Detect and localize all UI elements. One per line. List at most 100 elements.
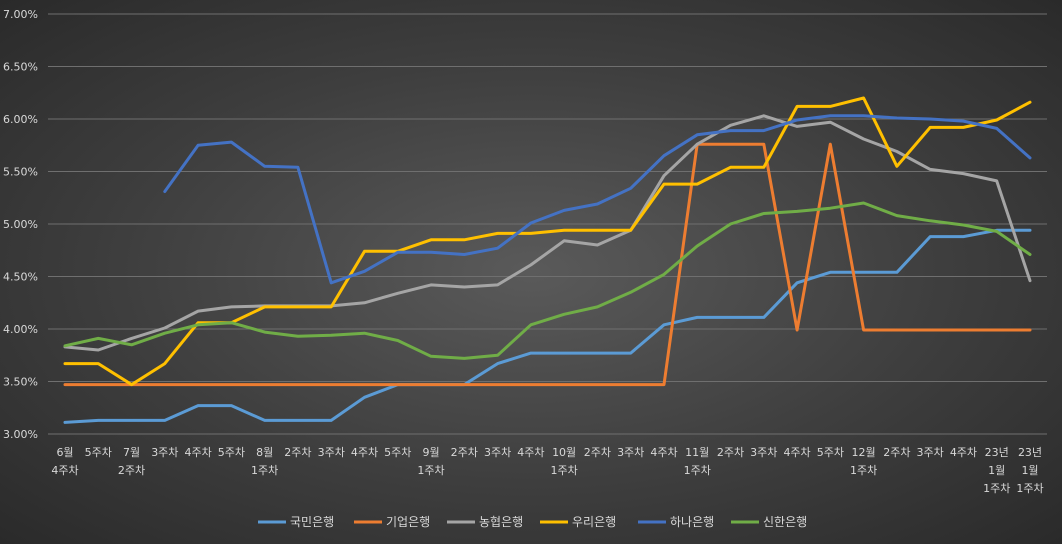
x-tick-label-line: 1주차	[1016, 482, 1043, 495]
gridlines	[48, 13, 1047, 435]
x-tick-label-line: 7월	[123, 446, 140, 459]
x-tick-label: 4주차	[184, 446, 211, 459]
x-tick-label: 3주차	[318, 446, 345, 459]
legend-item: 기업은행	[354, 514, 430, 529]
x-tick-label-line: 3주차	[151, 446, 178, 459]
x-tick-label-line: 23년	[1018, 446, 1042, 459]
x-tick-label-line: 9월	[422, 446, 439, 459]
x-tick-label: 4주차	[351, 446, 378, 459]
x-tick-label-line: 4주차	[51, 464, 78, 477]
y-tick-label: 6.50%	[3, 61, 38, 74]
series-line-농협은행	[63, 114, 1032, 352]
x-tick-label: 3주차	[484, 446, 511, 459]
x-tick-label-line: 2주차	[883, 446, 910, 459]
x-tick-label-line: 5주차	[817, 446, 844, 459]
x-tick-label-line: 8월	[256, 446, 273, 459]
x-tick-label-line: 2주차	[451, 446, 478, 459]
x-tick-label-line: 5주차	[384, 446, 411, 459]
x-tick-label-line: 5주차	[85, 446, 112, 459]
x-tick-label: 3주차	[917, 446, 944, 459]
x-tick-label-line: 1월	[988, 464, 1005, 477]
series-line-기업은행	[63, 142, 1032, 387]
y-axis-tick-labels: 3.00% 3.50% 4.00% 4.50% 5.00% 5.50% 6.00% 6.50%…	[3, 8, 38, 441]
x-tick-label: 2주차	[451, 446, 478, 459]
legend-item: 하나은행	[638, 514, 714, 529]
x-tick-label-line: 1주차	[251, 464, 278, 477]
x-tick-label: 23년 1월 1주차	[983, 446, 1010, 495]
y-tick-label: 5.50%	[3, 166, 38, 179]
series-line-하나은행	[163, 114, 1032, 285]
x-tick-label: 5주차	[817, 446, 844, 459]
x-tick-label-line: 3주차	[318, 446, 345, 459]
x-tick-label-line: 1주차	[684, 464, 711, 477]
x-tick-label-line: 3주차	[617, 446, 644, 459]
x-tick-label: 5주차	[384, 446, 411, 459]
x-tick-label: 4주차	[783, 446, 810, 459]
legend-label: 기업은행	[386, 514, 430, 529]
x-tick-label-line: 12월	[852, 446, 876, 459]
series-line-우리은행	[63, 96, 1032, 387]
x-tick-label-line: 3주차	[917, 446, 944, 459]
x-tick-label: 4주차	[650, 446, 677, 459]
legend-item: 국민은행	[258, 514, 334, 529]
x-tick-label-line: 4주차	[517, 446, 544, 459]
x-tick-label-line: 4주차	[783, 446, 810, 459]
x-tick-label-line: 2주차	[118, 464, 145, 477]
x-tick-label-line: 4주차	[950, 446, 977, 459]
x-tick-label-line: 4주차	[184, 446, 211, 459]
series-line-신한은행	[63, 201, 1032, 360]
legend-item: 우리은행	[540, 514, 616, 529]
legend-label: 농협은행	[479, 514, 523, 529]
x-tick-label-line: 3주차	[750, 446, 777, 459]
legend-label: 하나은행	[670, 514, 714, 529]
x-tick-label: 3주차	[617, 446, 644, 459]
y-tick-label: 4.00%	[3, 323, 38, 336]
x-tick-label-line: 2주차	[584, 446, 611, 459]
y-tick-label: 3.50%	[3, 376, 38, 389]
x-tick-label: 3주차	[151, 446, 178, 459]
x-tick-label-line: 4주차	[351, 446, 378, 459]
y-tick-label: 5.00%	[3, 218, 38, 231]
legend-item: 농협은행	[447, 514, 523, 529]
x-tick-label-line: 6월	[56, 446, 73, 459]
x-tick-label: 4주차	[517, 446, 544, 459]
x-tick-label: 2주차	[717, 446, 744, 459]
legend-item: 신한은행	[731, 514, 807, 529]
legend: 국민은행 기업은행 농협은행 우리은행 하나은행 신한은행	[258, 514, 807, 529]
y-tick-label: 6.00%	[3, 113, 38, 126]
legend-label: 국민은행	[290, 514, 334, 529]
x-tick-label: 5주차	[85, 446, 112, 459]
x-tick-label-line: 1주차	[983, 482, 1010, 495]
y-tick-label: 7.00%	[3, 8, 38, 21]
x-tick-label: 2주차	[584, 446, 611, 459]
x-tick-label: 2주차	[284, 446, 311, 459]
legend-label: 우리은행	[572, 514, 616, 529]
y-tick-label: 4.50%	[3, 271, 38, 284]
x-tick-label-line: 1월	[1021, 464, 1038, 477]
x-tick-label-line: 1주차	[850, 464, 877, 477]
x-tick-label-line: 11월	[685, 446, 709, 459]
x-tick-label-line: 2주차	[284, 446, 311, 459]
x-tick-label: 23년 1월 1주차	[1016, 446, 1043, 495]
series-line-국민은행	[63, 228, 1032, 424]
y-tick-label: 3.00%	[3, 428, 38, 441]
x-tick-label: 4주차	[950, 446, 977, 459]
x-tick-label: 2주차	[883, 446, 910, 459]
x-tick-label-line: 1주차	[551, 464, 578, 477]
x-tick-label: 5주차	[218, 446, 245, 459]
x-tick-label-line: 3주차	[484, 446, 511, 459]
series-lines	[63, 96, 1032, 424]
x-tick-label-line: 2주차	[717, 446, 744, 459]
legend-label: 신한은행	[763, 514, 807, 529]
x-tick-label-line: 4주차	[650, 446, 677, 459]
x-tick-label-line: 1주차	[417, 464, 444, 477]
